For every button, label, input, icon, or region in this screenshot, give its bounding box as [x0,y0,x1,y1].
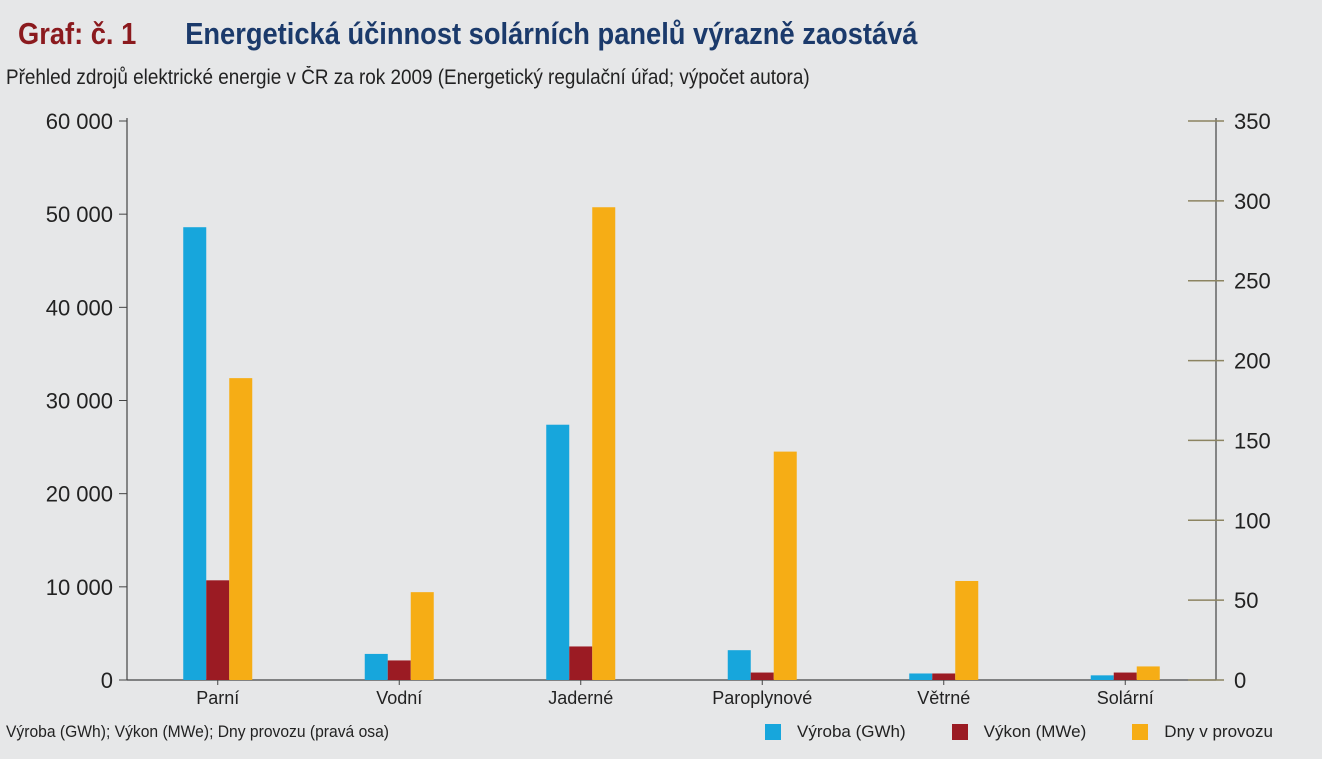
chart-title: Energetická účinnost solárních panelů vý… [185,16,918,51]
chart-legend: Výroba (GWh) Výkon (MWe) Dny v provozu [765,722,1273,742]
bar-vyroba [1090,675,1114,680]
bar-dny [592,207,616,680]
bar-vykon [932,673,956,680]
axis-footnote: Výroba (GWh); Výkon (MWe); Dny provozu (… [6,722,390,741]
left-tick-label: 0 [101,668,113,693]
bar-dny [773,451,797,680]
legend-swatch [951,724,968,740]
left-tick-label: 40 000 [46,295,113,320]
left-tick-label: 10 000 [46,575,113,600]
right-tick-label: 200 [1234,349,1271,374]
category-label: Paroplynové [712,688,812,708]
legend-item: Výroba (GWh) [765,722,906,742]
legend-label: Dny v provozu [1164,722,1273,741]
left-tick-label: 50 000 [46,202,113,227]
bar-vykon [387,660,411,680]
bar-vyroba [364,653,388,680]
bar-vykon [569,646,593,680]
chart-number-label: Graf: č. 1 [18,16,137,51]
legend-label: Výkon (MWe) [983,722,1087,741]
left-tick-label: 20 000 [46,482,113,507]
left-tick-label: 30 000 [46,389,113,414]
bar-vykon [1113,672,1137,680]
right-tick-label: 300 [1234,189,1271,214]
legend-swatch [765,724,781,740]
bar-dny [229,378,253,680]
category-label: Solární [1097,688,1154,708]
bar-dny [1136,666,1160,680]
bar-vykon [206,580,230,680]
right-tick-label: 250 [1234,269,1271,294]
bar-vykon [750,672,774,680]
legend-item: Výkon (MWe) [951,722,1087,742]
right-tick-label: 50 [1234,588,1258,613]
category-label: Vodní [376,688,422,708]
bar-dny [410,592,434,680]
bar-vyroba [727,650,751,680]
chart-title-row: Graf: č. 1 Energetická účinnost solárních… [18,16,917,52]
left-tick-label: 60 000 [46,109,113,134]
bar-vyroba [909,673,933,680]
bar-vyroba [183,227,207,680]
legend-swatch [1132,724,1149,740]
bar-dny [955,580,979,680]
category-label: Jaderné [548,688,613,708]
chart-subtitle: Přehled zdrojů elektrické energie v ČR z… [6,66,810,89]
right-tick-label: 100 [1234,508,1271,533]
right-tick-label: 150 [1234,428,1271,453]
category-label: Parní [196,688,239,708]
bar-vyroba [546,424,570,680]
right-tick-label: 0 [1234,668,1246,693]
legend-label: Výroba (GWh) [797,722,906,741]
category-label: Větrné [917,688,970,708]
legend-item: Dny v provozu [1132,722,1273,742]
right-tick-label: 350 [1234,109,1271,134]
